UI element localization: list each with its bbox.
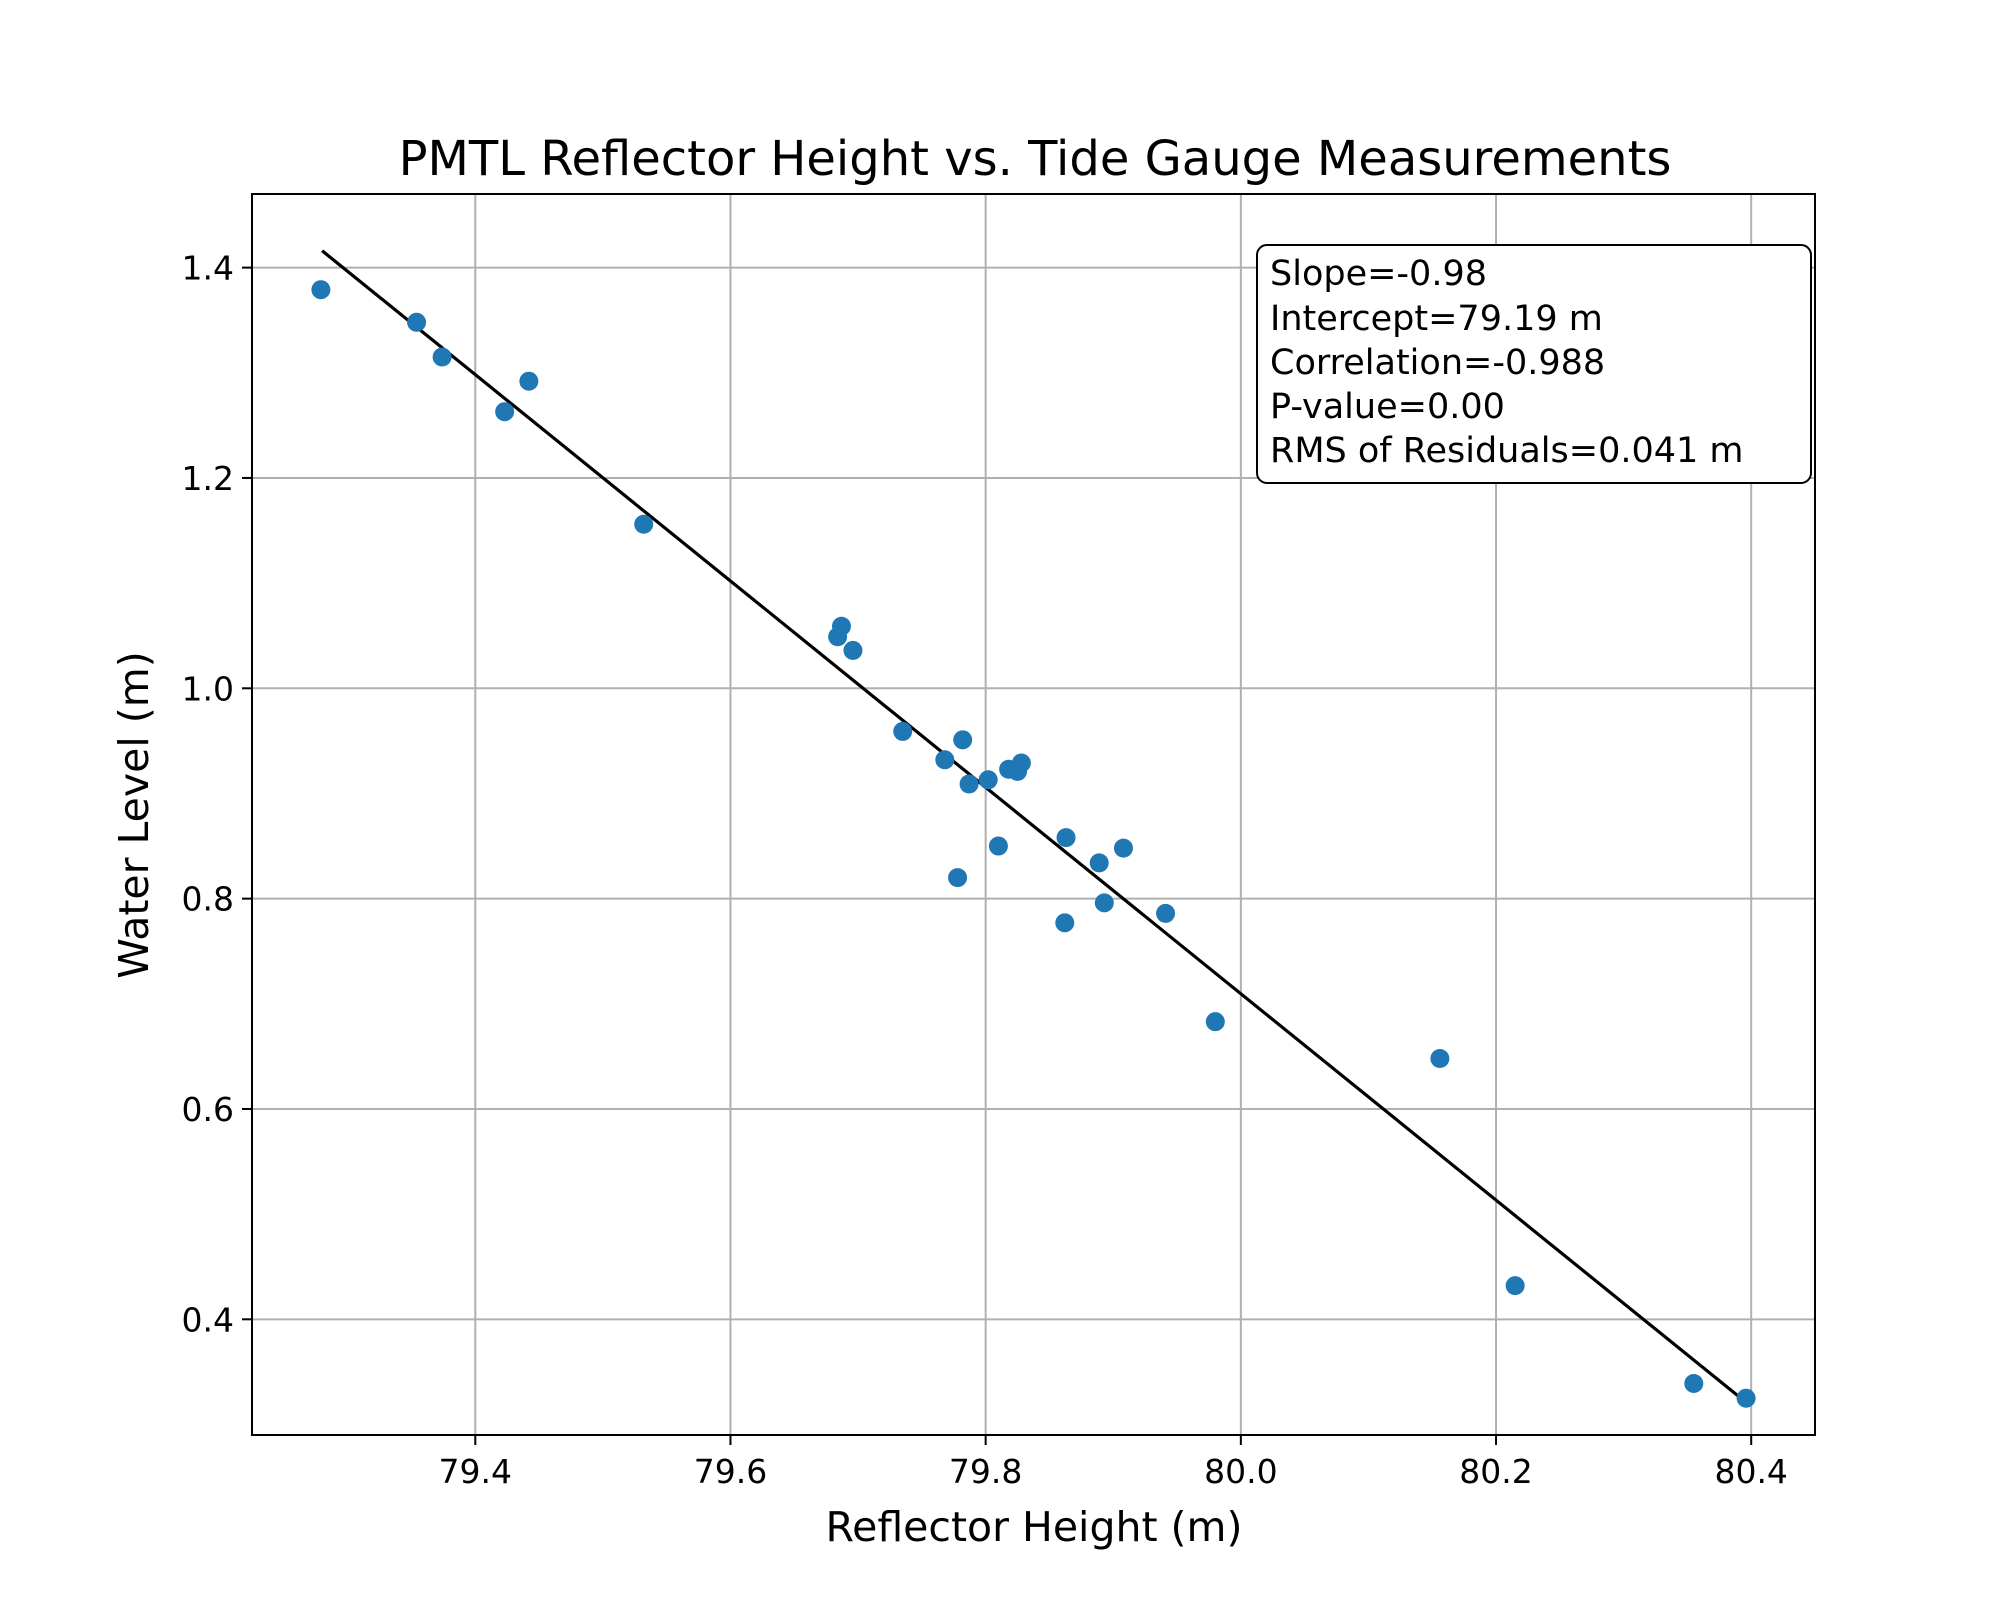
- data-point: [1505, 1276, 1525, 1296]
- data-point: [893, 721, 913, 741]
- data-point: [1684, 1373, 1704, 1393]
- x-tick-label: 80.2: [1459, 1452, 1532, 1491]
- stats-box-frame: [1256, 244, 1812, 484]
- data-point: [432, 347, 452, 367]
- data-points: [311, 280, 1756, 1408]
- data-point: [1011, 753, 1031, 773]
- stats-box: Slope=-0.98 Intercept=79.19 m Correlatio…: [1256, 244, 1812, 484]
- data-point: [1089, 853, 1109, 873]
- data-point: [959, 774, 979, 794]
- x-tick-label: 80.0: [1204, 1452, 1277, 1491]
- y-tick-label: 1.0: [182, 669, 234, 708]
- data-point: [495, 402, 515, 422]
- y-tick-label: 1.2: [182, 459, 234, 498]
- data-point: [988, 836, 1008, 856]
- data-point: [1056, 828, 1076, 848]
- data-point: [1205, 1012, 1225, 1032]
- data-point: [311, 280, 331, 300]
- plot-frame: [251, 193, 1816, 1436]
- y-tick-label: 0.8: [182, 880, 234, 919]
- regression-line: [321, 249, 1746, 1403]
- data-point: [634, 514, 654, 534]
- data-point: [831, 616, 851, 636]
- fit-line-layer: [321, 249, 1746, 1403]
- data-point: [948, 868, 968, 888]
- x-tick-label: 79.4: [439, 1452, 512, 1491]
- axis-ticks: 79.4 79.6 79.8 80.0 80.2 80.4 0.4 0.6 0.8 1.0 1.2 1…: [182, 249, 1788, 1491]
- y-tick-label: 0.4: [182, 1300, 234, 1339]
- stat-p-value: P-value=0.00: [1270, 387, 1505, 427]
- data-point: [519, 371, 539, 391]
- stat-correlation: Correlation=-0.988: [1270, 343, 1605, 383]
- x-tick-label: 79.8: [949, 1452, 1022, 1491]
- chart-title: PMTL Reflector Height vs. Tide Gauge Mea…: [399, 131, 1672, 187]
- y-axis-label: Water Level (m): [110, 651, 158, 978]
- data-point: [1094, 893, 1114, 913]
- stat-slope: Slope=-0.98: [1270, 254, 1487, 294]
- data-point: [1736, 1388, 1756, 1408]
- y-tick-label: 1.4: [182, 249, 234, 288]
- data-point: [1156, 903, 1176, 923]
- stat-rms-residuals: RMS of Residuals=0.041 m: [1270, 431, 1744, 471]
- stat-intercept: Intercept=79.19 m: [1270, 299, 1603, 339]
- x-axis-label: Reflector Height (m): [825, 1503, 1242, 1551]
- x-tick-label: 79.6: [694, 1452, 767, 1491]
- data-point: [1055, 913, 1075, 933]
- data-point: [978, 770, 998, 790]
- data-point: [935, 750, 955, 770]
- data-point: [407, 312, 427, 332]
- x-tick-label: 80.4: [1714, 1452, 1787, 1491]
- data-point: [953, 730, 973, 750]
- data-point: [843, 640, 863, 660]
- y-tick-label: 0.6: [182, 1090, 234, 1129]
- data-point: [1113, 838, 1133, 858]
- data-point: [1430, 1048, 1450, 1068]
